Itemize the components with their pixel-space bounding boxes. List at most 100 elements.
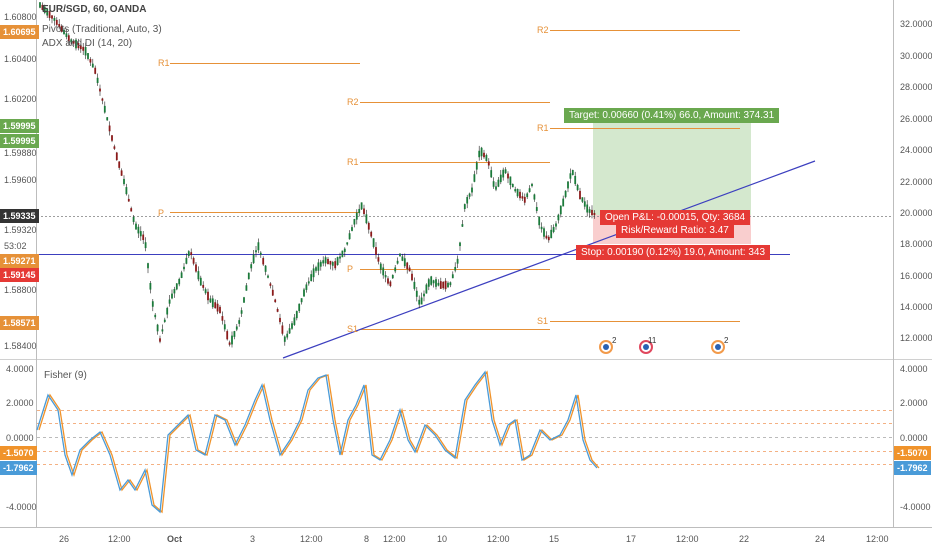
candle-body xyxy=(394,267,397,272)
candle-body xyxy=(262,258,265,265)
candle-body xyxy=(442,281,445,289)
adx-tick: 30.0000 xyxy=(900,51,932,61)
open-pl-label[interactable]: Open P&L: -0.00015, Qty: 3684 xyxy=(600,210,751,225)
economic-event-icon[interactable] xyxy=(711,340,725,354)
candle-body xyxy=(329,260,332,265)
candle-body xyxy=(543,228,545,237)
candle-body xyxy=(468,193,471,197)
candle-body xyxy=(353,219,356,225)
price-tag-target: 1.59995 xyxy=(0,119,39,133)
candle-body xyxy=(523,196,526,203)
candle-body xyxy=(283,336,286,342)
candle-body xyxy=(384,275,387,278)
candle-body xyxy=(279,317,281,323)
adx-legend[interactable]: ADX and DI (14, 20) xyxy=(42,38,133,49)
candle-body xyxy=(195,264,197,272)
candle-body xyxy=(288,328,291,334)
economic-event-icon[interactable] xyxy=(599,340,613,354)
candle-body xyxy=(576,184,579,191)
candle-body xyxy=(103,105,106,113)
candle-body xyxy=(156,324,159,332)
fisher-trigger-line xyxy=(38,370,600,514)
time-tick: 8 xyxy=(364,534,370,544)
price-tick: 1.60800 xyxy=(4,12,37,22)
candle-body xyxy=(454,266,457,271)
candle-body xyxy=(372,238,375,247)
candle-body xyxy=(274,299,277,303)
candle-body xyxy=(60,25,63,32)
candle-body xyxy=(346,242,349,245)
candle-body xyxy=(233,331,236,337)
candle-body xyxy=(478,150,481,158)
candle-body xyxy=(219,306,221,314)
candle-body xyxy=(355,212,358,220)
candle-body xyxy=(271,289,274,296)
pivot-label-p: P xyxy=(347,264,354,274)
fisher-legend[interactable]: Fisher (9) xyxy=(44,370,87,381)
adx-tick: 14.0000 xyxy=(900,302,932,312)
economic-event-icon[interactable] xyxy=(639,340,653,354)
candle-body xyxy=(555,223,557,227)
candle-body xyxy=(365,214,368,224)
target-label[interactable]: Target: 0.00660 (0.41%) 66.0, Amount: 37… xyxy=(564,108,780,123)
candle-body xyxy=(216,303,219,312)
adx-tick: 16.0000 xyxy=(900,271,932,281)
candle-body xyxy=(96,77,99,83)
candlestick-series xyxy=(39,2,596,348)
candle-body xyxy=(166,307,169,315)
candle-body xyxy=(111,135,113,141)
candle-body xyxy=(463,204,466,210)
candle-body xyxy=(341,250,344,258)
fisher-tick: 2.0000 xyxy=(900,398,928,408)
candle-body xyxy=(581,197,584,202)
candle-body xyxy=(343,248,346,252)
candle-body xyxy=(39,2,41,8)
price-tag-pivot: 1.60695 xyxy=(0,25,39,39)
candle-body xyxy=(459,242,461,247)
candle-body xyxy=(175,283,178,290)
candle-body xyxy=(79,45,82,50)
candle-body xyxy=(583,201,586,207)
symbol-legend[interactable]: EUR/SGD, 60, OANDA xyxy=(42,4,147,15)
risk-reward-label[interactable]: Risk/Reward Ratio: 3.47 xyxy=(616,223,734,238)
fisher-tick: 2.0000 xyxy=(6,398,34,408)
candle-body xyxy=(84,46,87,56)
adx-tick: 26.0000 xyxy=(900,114,932,124)
time-tick: 12:00 xyxy=(300,534,323,544)
candle-body xyxy=(439,281,442,289)
pivot-label-s1: S1 xyxy=(537,316,549,326)
pivots-legend[interactable]: Pivots (Traditional, Auto, 3) xyxy=(42,24,162,35)
time-tick: 12:00 xyxy=(487,534,510,544)
candle-body xyxy=(461,224,464,227)
pivot-label-r1: R1 xyxy=(158,58,170,68)
candle-body xyxy=(247,272,250,280)
candle-body xyxy=(144,242,147,249)
candle-body xyxy=(579,190,581,200)
candle-body xyxy=(574,175,577,185)
candle-body xyxy=(492,181,495,187)
candle-body xyxy=(240,310,243,314)
candle-body xyxy=(423,293,425,297)
time-tick: 12:00 xyxy=(383,534,406,544)
candle-body xyxy=(77,43,80,49)
time-tick: 12:00 xyxy=(866,534,889,544)
fisher-tick: -4.0000 xyxy=(6,502,37,512)
candle-body xyxy=(245,285,248,291)
candle-body xyxy=(43,6,46,13)
candle-body xyxy=(151,301,154,307)
candle-body xyxy=(545,235,548,239)
time-tick: 12:00 xyxy=(108,534,131,544)
stop-label[interactable]: Stop: 0.00190 (0.12%) 19.0, Amount: 343 xyxy=(576,245,771,260)
candle-body xyxy=(334,261,337,269)
event-count: 2 xyxy=(612,336,617,345)
fisher-tick: 4.0000 xyxy=(6,364,34,374)
candle-body xyxy=(509,176,512,186)
adx-tick: 12.0000 xyxy=(900,333,932,343)
candle-body xyxy=(187,251,190,257)
candle-body xyxy=(322,260,325,264)
candle-body xyxy=(339,256,341,259)
price-tag-target: 1.59995 xyxy=(0,134,39,148)
candle-body xyxy=(154,314,157,318)
candle-body xyxy=(418,299,421,305)
